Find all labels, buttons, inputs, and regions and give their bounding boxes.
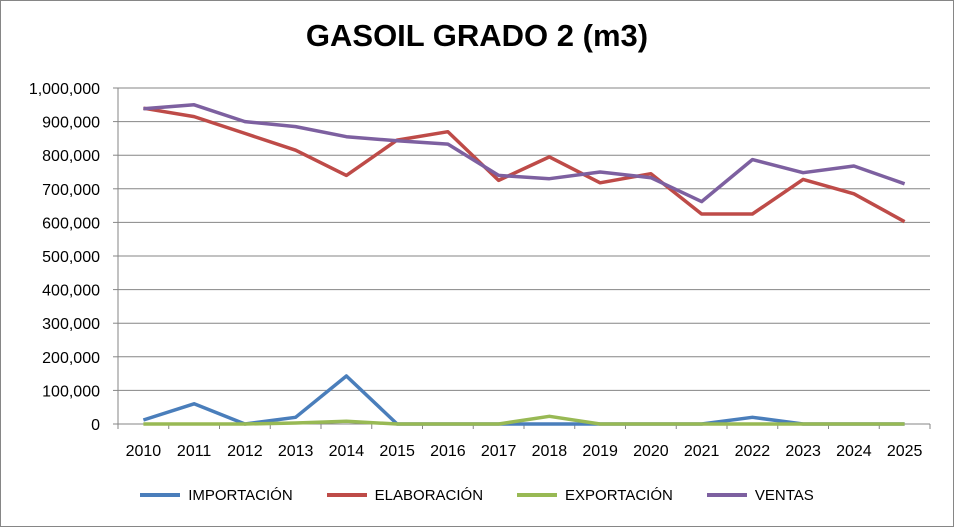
x-tick-label: 2019 (582, 443, 618, 460)
y-axis-ticks: 0 100,000 200,000 300,000 400,000 500,000 600,… (29, 81, 100, 434)
y-tick-label: 400,000 (42, 283, 100, 300)
legend-label: IMPORTACIÓN (188, 486, 293, 504)
y-tick-label: 600,000 (42, 215, 100, 232)
x-tick-label: 2023 (785, 443, 821, 460)
series-line-exportación (143, 414, 905, 426)
legend-swatch (326, 493, 367, 497)
y-tick-label: 200,000 (42, 350, 100, 367)
legend-swatch (517, 493, 558, 497)
x-axis-ticks: 2010 2011 2012 2013 2014 2015 2016 2017 2018 2019… (117, 424, 931, 460)
x-tick-label: 2017 (481, 443, 517, 460)
series-lines (142, 103, 906, 426)
legend-label: ELABORACIÓN (374, 486, 484, 504)
x-tick-label: 2012 (227, 443, 263, 460)
y-tick-label: 300,000 (42, 316, 100, 333)
legend-swatch (140, 493, 181, 497)
y-tick-label: 700,000 (42, 182, 100, 199)
x-tick-label: 2020 (633, 443, 669, 460)
x-tick-label: 2010 (126, 443, 162, 460)
legend-label: EXPORTACIÓN (565, 486, 673, 504)
x-tick-label: 2025 (887, 443, 923, 460)
chart-title: GASOIL GRADO 2 (m3) (305, 18, 649, 53)
x-tick-label: 2024 (836, 443, 872, 460)
legend-swatch (706, 493, 747, 497)
x-tick-label: 2011 (177, 443, 212, 460)
x-tick-label: 2022 (735, 443, 771, 460)
legend-label: VENTAS (754, 486, 814, 504)
x-tick-label: 2021 (684, 443, 720, 460)
y-tick-label: 800,000 (42, 148, 100, 165)
legend-item: ELABORACIÓN (326, 486, 484, 504)
y-tick-label: 500,000 (42, 249, 100, 266)
x-tick-label: 2014 (329, 443, 365, 460)
x-tick-label: 2016 (430, 443, 466, 460)
gridlines (113, 87, 930, 425)
y-tick-label: 900,000 (42, 115, 100, 132)
y-tick-label: 100,000 (42, 383, 100, 400)
x-tick-label: 2013 (278, 443, 314, 460)
legend-item: VENTAS (706, 486, 814, 504)
x-tick-label: 2018 (532, 443, 568, 460)
legend-item: IMPORTACIÓN (140, 486, 293, 504)
series-line-ventas (143, 103, 906, 204)
x-tick-label: 2015 (379, 443, 415, 460)
y-tick-label: 0 (91, 417, 100, 434)
legend-item: EXPORTACIÓN (517, 487, 673, 504)
series-line-elaboración (143, 106, 906, 224)
y-tick-label: 1,000,000 (29, 81, 100, 98)
series-line-importación (142, 374, 905, 426)
legend: IMPORTACIÓN ELABORACIÓN EXPORTACIÓN VENTAS (0, 483, 954, 507)
